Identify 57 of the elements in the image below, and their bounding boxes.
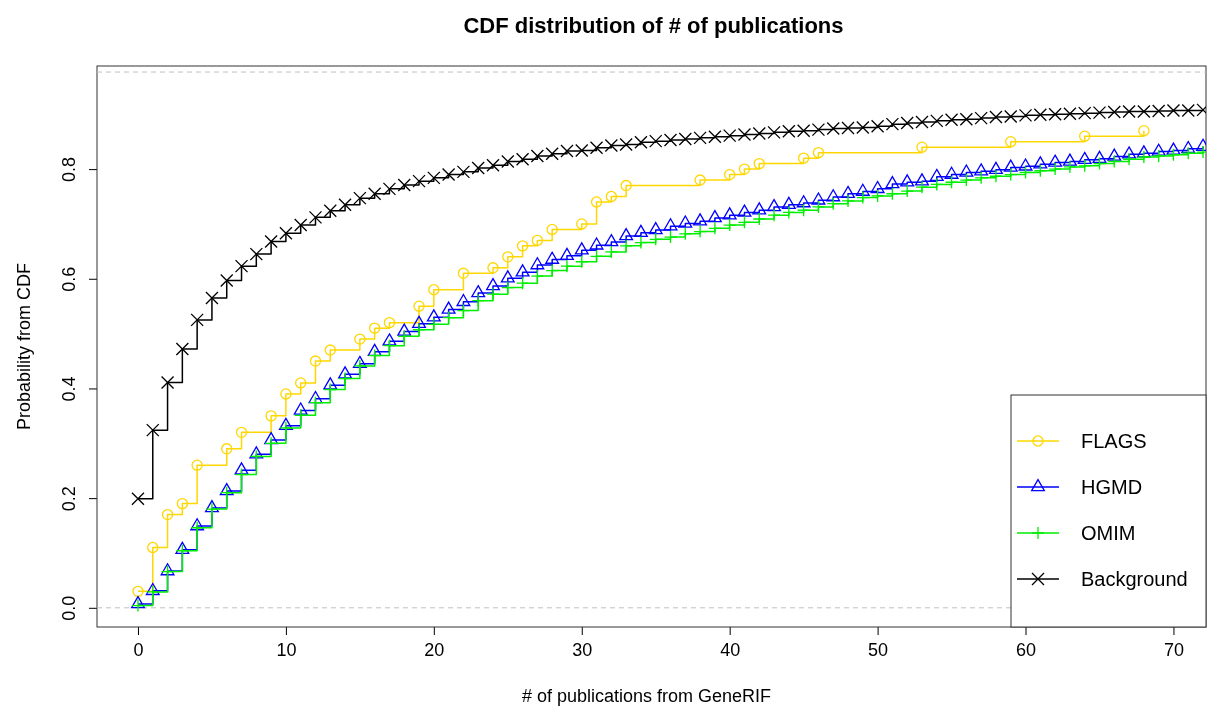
point bbox=[797, 152, 810, 164]
point bbox=[295, 377, 307, 389]
point bbox=[723, 168, 736, 181]
y-tick-label: 0.0 bbox=[59, 595, 79, 621]
legend-label: Background bbox=[1081, 568, 1188, 590]
x-tick-label: 50 bbox=[868, 639, 889, 660]
point bbox=[531, 234, 544, 247]
point bbox=[221, 443, 233, 455]
point bbox=[916, 141, 928, 153]
chart-title: CDF distribution of # of publications bbox=[463, 13, 844, 38]
point bbox=[383, 316, 396, 329]
point bbox=[354, 333, 366, 345]
point bbox=[161, 508, 174, 521]
point bbox=[1138, 125, 1150, 137]
x-tick-label: 20 bbox=[424, 639, 445, 660]
x-tick-label: 0 bbox=[133, 639, 144, 660]
point bbox=[147, 541, 159, 554]
point bbox=[1079, 130, 1091, 142]
point bbox=[738, 163, 751, 175]
point bbox=[487, 262, 499, 274]
x-tick-label: 60 bbox=[1016, 639, 1037, 660]
point bbox=[457, 267, 470, 279]
x-tick-label: 70 bbox=[1163, 639, 1184, 660]
point bbox=[413, 300, 425, 312]
point bbox=[502, 251, 514, 263]
point bbox=[694, 174, 706, 186]
x-axis-title: # of publications from GeneRIF bbox=[521, 686, 772, 706]
y-tick-label: 0.4 bbox=[59, 376, 79, 402]
point bbox=[280, 388, 292, 400]
y-axis-title: Probability from CDF bbox=[14, 262, 34, 431]
point bbox=[605, 190, 618, 203]
y-tick-label: 0.8 bbox=[59, 157, 79, 183]
legend-label: HGMD bbox=[1081, 476, 1143, 498]
legend-label: OMIM bbox=[1081, 522, 1136, 544]
y-tick-label: 0.2 bbox=[59, 486, 79, 512]
point bbox=[516, 240, 529, 252]
point bbox=[368, 322, 381, 334]
point bbox=[176, 497, 189, 510]
point bbox=[428, 284, 440, 296]
legend-label: FLAGS bbox=[1081, 430, 1147, 452]
point bbox=[324, 344, 336, 356]
point bbox=[576, 218, 588, 230]
point bbox=[590, 196, 603, 208]
point bbox=[812, 146, 825, 159]
point bbox=[620, 179, 632, 192]
point bbox=[132, 585, 144, 598]
x-tick-label: 30 bbox=[572, 639, 593, 660]
x-tick-label: 10 bbox=[276, 639, 297, 660]
x-tick-label: 40 bbox=[720, 639, 741, 660]
point bbox=[265, 410, 277, 422]
point bbox=[753, 157, 765, 170]
point bbox=[546, 223, 558, 236]
point bbox=[1005, 135, 1017, 148]
point bbox=[191, 459, 203, 471]
point bbox=[235, 426, 248, 439]
point bbox=[309, 355, 322, 367]
y-tick-label: 0.6 bbox=[59, 266, 79, 292]
